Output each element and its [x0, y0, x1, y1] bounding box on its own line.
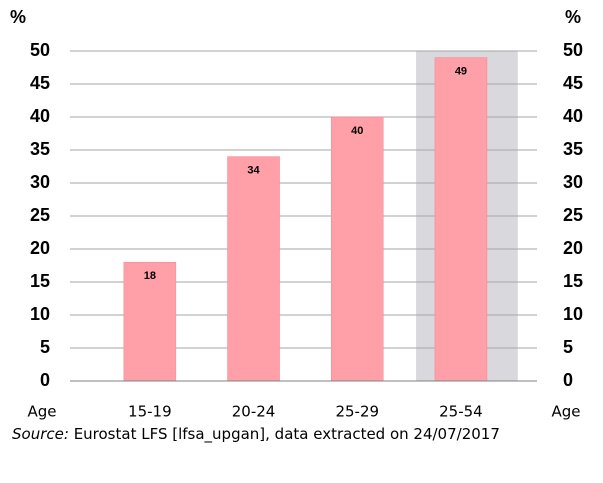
y2-tick-label: 35: [563, 139, 583, 159]
x-tick-label: 25-29: [335, 403, 379, 421]
y2-axis-label: %: [565, 7, 581, 27]
data-label: 34: [247, 165, 260, 177]
y2-tick-label: 15: [563, 271, 583, 291]
bar: [227, 156, 280, 382]
y-tick-label: 0: [40, 370, 50, 390]
y2-tick-label: 5: [563, 337, 573, 357]
data-label: 40: [351, 125, 363, 137]
bar: [331, 116, 384, 382]
x-tick-label: 15-19: [128, 403, 172, 421]
y-tick-label: 15: [30, 271, 50, 291]
y2-tick-label: 25: [563, 205, 583, 225]
y-tick-label: 10: [30, 304, 50, 324]
y2-tick-label: 20: [563, 238, 583, 258]
bar: [434, 57, 488, 382]
x-axis-label: Age: [551, 403, 580, 421]
x-tick-label: 25-54: [439, 403, 483, 421]
y-tick-label: 20: [30, 238, 50, 258]
source-note: Source: Eurostat LFS [lfsa_upgan], data …: [12, 424, 592, 445]
y-tick-label: 25: [30, 205, 50, 225]
source-text: Eurostat LFS [lfsa_upgan], data extracte…: [73, 425, 500, 443]
y2-tick-label: 45: [563, 73, 583, 93]
y-tick-label: 40: [30, 106, 50, 126]
y2-tick-label: 10: [563, 304, 583, 324]
y-tick-label: 45: [30, 73, 50, 93]
y-tick-label: 50: [30, 40, 50, 60]
x-tick-label: 20-24: [232, 403, 276, 421]
y2-tick-label: 50: [563, 40, 583, 60]
x-axis-label: Age: [27, 403, 56, 421]
data-label: 49: [455, 66, 467, 78]
y2-tick-label: 0: [563, 370, 573, 390]
y-tick-label: 5: [40, 337, 50, 357]
data-label: 18: [144, 270, 156, 282]
chart: % % Age Age 0 5 10 15 20 25 30 35 40 45 50 0 5 10 15 20…: [10, 7, 583, 421]
y2-tick-label: 30: [563, 172, 583, 192]
y-axis-label: %: [10, 7, 26, 27]
y2-tick-label: 40: [563, 106, 583, 126]
bar: [123, 261, 177, 382]
y-tick-label: 35: [30, 139, 50, 159]
y-tick-label: 30: [30, 172, 50, 192]
source-label: Source:: [12, 425, 69, 443]
